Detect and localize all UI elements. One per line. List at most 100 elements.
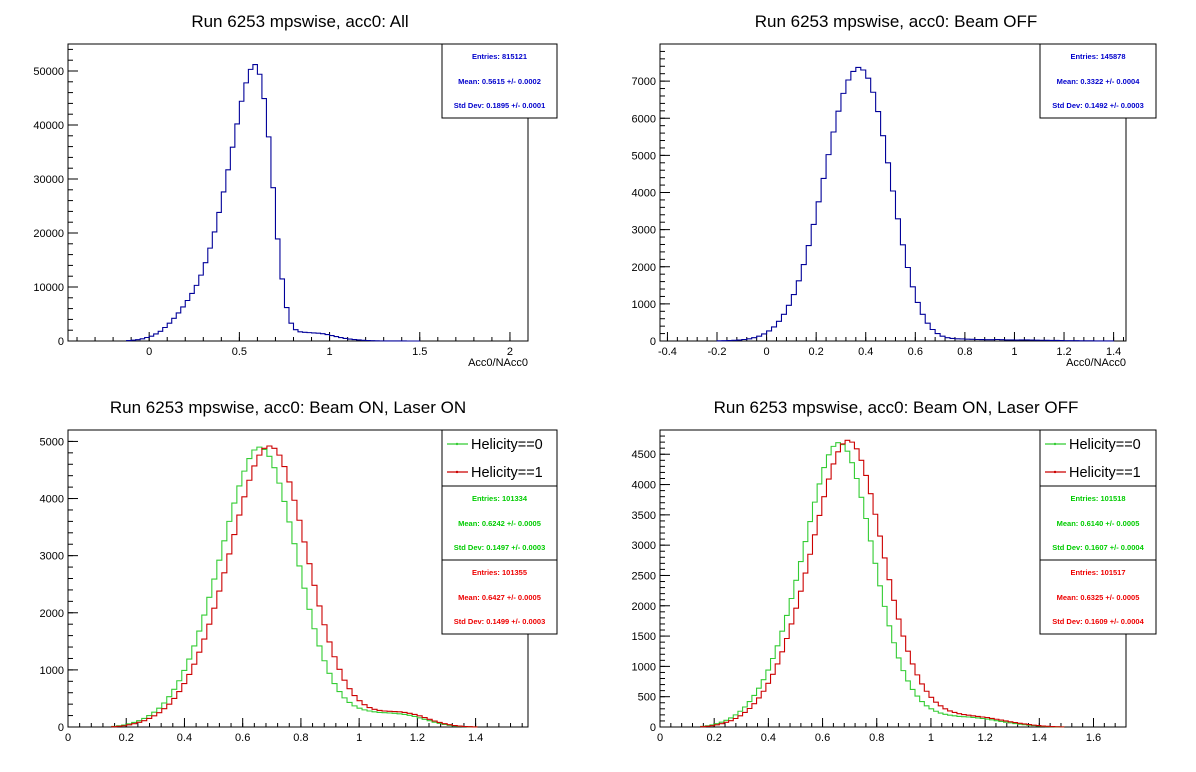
stats-entries: Entries: 101517 [1070, 568, 1125, 577]
legend-entry: Helicity==1 [471, 465, 543, 481]
stats-mean: Mean: 0.6242 +/- 0.0005 [458, 519, 541, 528]
x-tick-label: 0.8 [293, 732, 308, 744]
y-tick-label: 3500 [632, 510, 656, 522]
x-tick-label: 0 [657, 732, 663, 744]
y-tick-label: 0 [650, 722, 656, 734]
x-tick-label: 1.4 [468, 732, 483, 744]
stats-box [1039, 43, 1157, 119]
x-tick-label: 0.6 [815, 732, 830, 744]
x-tick-label: 1.2 [410, 732, 425, 744]
x-tick-label: 1 [928, 732, 934, 744]
x-tick-label: 0.6 [908, 346, 923, 358]
y-tick-label: 5000 [40, 436, 64, 448]
stats-entries: Entries: 815121 [472, 52, 527, 61]
x-tick-label: 0 [146, 346, 152, 358]
x-tick-label: 1.2 [977, 732, 992, 744]
legend-marker [455, 442, 459, 446]
y-tick-label: 1000 [40, 665, 64, 677]
stats-entries: Entries: 145878 [1070, 52, 1125, 61]
stats-entries: Entries: 101334 [472, 494, 528, 503]
y-tick-label: 4500 [632, 449, 656, 461]
stats-mean: Mean: 0.5615 +/- 0.0002 [458, 77, 541, 86]
y-tick-label: 1000 [632, 299, 656, 311]
x-tick-label: 1.4 [1032, 732, 1047, 744]
x-tick-label: 0.8 [957, 346, 972, 358]
y-tick-label: 2000 [632, 262, 656, 274]
histogram-series-1 [126, 63, 421, 342]
histogram-panel-3: Run 6253 mpswise, acc0: Beam ON, Laser O… [40, 398, 558, 744]
x-tick-label: 1.5 [412, 346, 427, 358]
histogram-series-2 [700, 439, 1065, 728]
x-tick-label: 0.2 [809, 346, 824, 358]
y-tick-label: 2000 [632, 601, 656, 613]
x-tick-label: 0.8 [869, 732, 884, 744]
x-tick-label: 1.4 [1106, 346, 1121, 358]
histogram-panel-1: Run 6253 mpswise, acc0: All 0 0.5 1 1.5 2 0 100… [33, 12, 558, 369]
stats-mean: Mean: 0.6427 +/- 0.0005 [458, 593, 541, 602]
stats-entries: Entries: 101518 [1070, 494, 1125, 503]
legend-entry: Helicity==1 [1069, 465, 1141, 481]
y-tick-label: 5000 [632, 150, 656, 162]
x-tick-label: 0.5 [232, 346, 247, 358]
y-tick-label: 3000 [632, 225, 656, 237]
x-axis-label: Acc0/NAcc0 [1066, 357, 1126, 369]
legend-entry: Helicity==0 [1069, 437, 1141, 453]
x-tick-label: 0.2 [707, 732, 722, 744]
histogram-series-1 [700, 442, 1065, 728]
x-tick-label: 0.2 [119, 732, 134, 744]
x-tick-label: 1.2 [1056, 346, 1071, 358]
x-tick-label: 0.4 [761, 732, 776, 744]
y-tick-label: 6000 [632, 113, 656, 125]
y-tick-label: 50000 [33, 66, 64, 78]
chart-title: Run 6253 mpswise, acc0: Beam ON, Laser O… [714, 398, 1079, 417]
y-tick-label: 500 [638, 692, 656, 704]
y-tick-label: 2500 [632, 570, 656, 582]
x-tick-label: 0.4 [177, 732, 192, 744]
x-tick-label: -0.2 [708, 346, 727, 358]
y-tick-label: 4000 [632, 188, 656, 200]
x-tick-label: 1 [356, 732, 362, 744]
stats-std-dev: Std Dev: 0.1607 +/- 0.0004 [1052, 543, 1144, 552]
stats-std-dev: Std Dev: 0.1499 +/- 0.0003 [454, 617, 546, 626]
y-tick-label: 10000 [33, 282, 64, 294]
stats-std-dev: Std Dev: 0.1895 +/- 0.0001 [454, 101, 546, 110]
y-tick-label: 0 [650, 336, 656, 348]
y-tick-label: 0 [58, 722, 64, 734]
y-tick-label: 4000 [40, 494, 64, 506]
histogram-series-1 [111, 446, 478, 728]
x-tick-label: 0 [764, 346, 770, 358]
y-tick-label: 20000 [33, 228, 64, 240]
histogram-series-2 [111, 445, 478, 728]
y-tick-label: 1000 [632, 661, 656, 673]
stats-entries: Entries: 101355 [472, 568, 527, 577]
chart-title: Run 6253 mpswise, acc0: Beam ON, Laser O… [110, 398, 466, 417]
legend-entry: Helicity==0 [471, 437, 543, 453]
chart-title: Run 6253 mpswise, acc0: All [191, 12, 408, 31]
stats-box [1039, 485, 1157, 561]
histogram-panel-4: Run 6253 mpswise, acc0: Beam ON, Laser O… [632, 398, 1157, 744]
stats-box [1039, 559, 1157, 635]
y-tick-label: 3000 [632, 540, 656, 552]
stats-box [441, 559, 558, 635]
y-tick-label: 4000 [632, 480, 656, 492]
x-tick-label: -0.4 [658, 346, 677, 358]
x-tick-label: 1 [327, 346, 333, 358]
stats-mean: Mean: 0.6140 +/- 0.0005 [1057, 519, 1140, 528]
y-tick-label: 40000 [33, 120, 64, 132]
y-tick-label: 3000 [40, 551, 64, 563]
histogram-series-1 [716, 66, 1115, 342]
stats-std-dev: Std Dev: 0.1497 +/- 0.0003 [454, 543, 546, 552]
y-tick-label: 1500 [632, 631, 656, 643]
x-tick-label: 2 [507, 346, 513, 358]
chart-title: Run 6253 mpswise, acc0: Beam OFF [755, 12, 1038, 31]
x-tick-label: 0 [65, 732, 71, 744]
stats-std-dev: Std Dev: 0.1609 +/- 0.0004 [1052, 617, 1144, 626]
x-tick-label: 0.6 [235, 732, 250, 744]
y-tick-label: 7000 [632, 76, 656, 88]
y-tick-label: 2000 [40, 608, 64, 620]
legend-marker [1053, 470, 1057, 474]
x-tick-label: 1.6 [1086, 732, 1101, 744]
histogram-panel-2: Run 6253 mpswise, acc0: Beam OFF -0.4 -0.2… [632, 12, 1157, 369]
legend-marker [1053, 442, 1057, 446]
legend-marker [455, 470, 459, 474]
